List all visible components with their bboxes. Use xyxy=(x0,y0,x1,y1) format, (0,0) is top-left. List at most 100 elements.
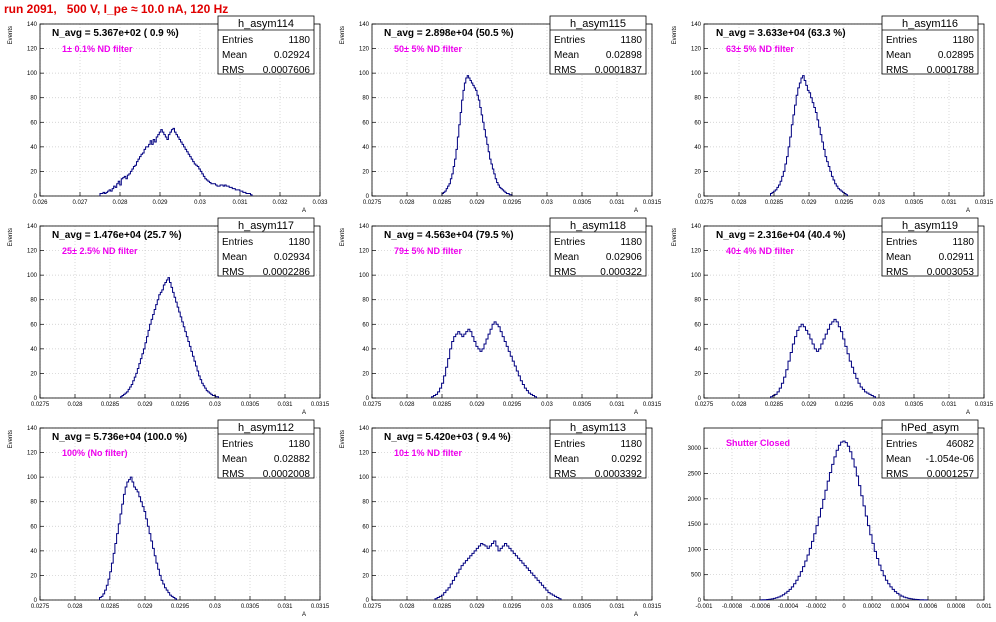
x-tick-label: 0.03 xyxy=(541,402,553,408)
stats-box: h_asym116 Entries 1180 Mean 0.02895 RMS 0.0001… xyxy=(881,15,979,76)
histogram-bin xyxy=(861,496,863,600)
histogram-panel-h_asym116: 0.0275 0.028 0.0285 0.029 0.0295 0.03 0.0305 0.… xyxy=(664,14,996,216)
histogram-bin xyxy=(202,174,204,196)
x-tick-label: 0.028 xyxy=(731,200,747,206)
histogram-bin xyxy=(841,332,843,398)
histogram-bin xyxy=(142,354,144,398)
x-tick-label: 0.0315 xyxy=(975,200,994,206)
histogram-bin xyxy=(154,310,156,398)
stats-box: h_asym117 Entries 1180 Mean 0.02934 RMS 0.0002… xyxy=(217,217,315,278)
histogram-bin xyxy=(149,534,151,600)
histogram-bin xyxy=(140,359,142,398)
x-axis-label: A xyxy=(634,410,638,416)
y-tick-label: 140 xyxy=(27,426,38,432)
histogram-bin xyxy=(793,115,795,196)
stats-key: Mean xyxy=(222,252,247,263)
histogram-bin xyxy=(243,192,245,196)
histogram-bin xyxy=(120,514,122,600)
histogram-bin xyxy=(509,548,511,600)
y-tick-label: 40 xyxy=(362,145,369,151)
stats-box: h_asym115 Entries 1180 Mean 0.02898 RMS 0.0001… xyxy=(549,15,647,76)
histogram-bin xyxy=(156,137,158,196)
y-tick-label: 20 xyxy=(362,573,369,579)
x-tick-label: 0.0305 xyxy=(573,604,592,610)
histogram-h_asym116: 0.0275 0.028 0.0285 0.029 0.0295 0.03 0.0305 0.… xyxy=(672,15,994,214)
x-tick-label: 0.03 xyxy=(541,200,553,206)
histogram-bin xyxy=(150,141,152,196)
histogram-bin xyxy=(817,120,819,196)
x-tick-label: -0.0008 xyxy=(722,604,743,610)
histogram-bin xyxy=(146,519,148,600)
stats-key: Entries xyxy=(222,35,253,46)
histogram-bin xyxy=(137,492,139,600)
run-title: run 2091, 500 V, I_pe ≈ 10.0 nA, 120 Hz xyxy=(4,2,229,16)
stats-key: Mean xyxy=(886,252,911,263)
y-tick-label: 20 xyxy=(694,169,701,175)
histogram-bin xyxy=(863,506,865,600)
histogram-bin xyxy=(211,184,213,196)
histogram-bin xyxy=(812,541,814,600)
y-tick-label: 100 xyxy=(27,475,38,481)
stats-value: 1180 xyxy=(288,237,310,248)
histogram-bin xyxy=(796,95,798,196)
y-tick-label: 100 xyxy=(691,273,702,279)
histogram-bin xyxy=(123,178,125,196)
histogram-bin xyxy=(832,464,834,600)
x-tick-label: 0.0006 xyxy=(919,604,938,610)
stats-box-title: h_asym114 xyxy=(238,18,294,30)
histogram-bin xyxy=(212,184,214,196)
x-axis-label: A xyxy=(966,410,970,416)
y-tick-label: 120 xyxy=(359,47,370,53)
x-tick-label: 0.0315 xyxy=(643,200,662,206)
histogram-bin xyxy=(188,154,190,196)
x-tick-label: 0.03 xyxy=(194,200,206,206)
y-tick-label: 60 xyxy=(362,322,369,328)
filter-label: Shutter Closed xyxy=(726,438,790,448)
y-tick-label: 20 xyxy=(30,169,37,175)
histogram-bin xyxy=(178,137,180,196)
histogram-bin xyxy=(177,307,179,398)
filter-label: 10± 1% ND filter xyxy=(394,448,462,458)
y-tick-label: 40 xyxy=(694,145,701,151)
stats-key: Mean xyxy=(886,454,911,465)
histogram-bin xyxy=(801,78,803,196)
histogram-bin xyxy=(488,334,490,398)
stats-value: 1180 xyxy=(952,237,974,248)
histogram-bin xyxy=(856,476,858,600)
histogram-bin xyxy=(845,443,847,600)
y-tick-label: 2000 xyxy=(688,497,702,503)
x-tick-label: 0.031 xyxy=(609,604,625,610)
y-tick-label: 100 xyxy=(27,273,38,279)
histogram-bin xyxy=(494,322,496,398)
histogram-bin xyxy=(191,351,193,398)
filter-label: 100% (No filter) xyxy=(62,448,128,458)
histogram-bin xyxy=(188,341,190,398)
histogram-panel-h_asym115: 0.0275 0.028 0.0285 0.029 0.0295 0.03 0.0305 0.… xyxy=(332,14,664,216)
histogram-bin xyxy=(176,302,178,398)
stats-value: 0.02895 xyxy=(938,50,975,61)
stats-key: RMS xyxy=(222,267,245,278)
y-axis-label: Events xyxy=(672,228,678,246)
histogram-bin xyxy=(820,135,822,196)
stats-value: 0.0003053 xyxy=(927,267,975,278)
stats-value: 1180 xyxy=(620,237,642,248)
x-tick-label: 0.029 xyxy=(469,402,485,408)
histogram-bin xyxy=(535,578,537,600)
x-tick-label: 0.0305 xyxy=(573,200,592,206)
y-tick-label: 100 xyxy=(691,71,702,77)
y-tick-label: 0 xyxy=(366,598,370,604)
histogram-bin xyxy=(507,546,509,600)
stats-value: 0.0002286 xyxy=(263,267,311,278)
histogram-bin xyxy=(512,361,514,398)
y-tick-label: 140 xyxy=(27,224,38,230)
histogram-bin xyxy=(179,139,181,196)
stats-key: RMS xyxy=(886,469,909,480)
histogram-panel-h_asym114: 0.026 0.027 0.028 0.029 0.03 0.031 0.032 0.033 0… xyxy=(0,14,332,216)
histogram-bin xyxy=(505,543,507,600)
histogram-bin xyxy=(459,569,461,600)
y-tick-label: 80 xyxy=(30,96,37,102)
x-tick-label: 0.031 xyxy=(232,200,248,206)
histogram-bin xyxy=(118,524,120,600)
x-tick-label: 0.029 xyxy=(469,604,485,610)
histogram-bin xyxy=(485,546,487,600)
